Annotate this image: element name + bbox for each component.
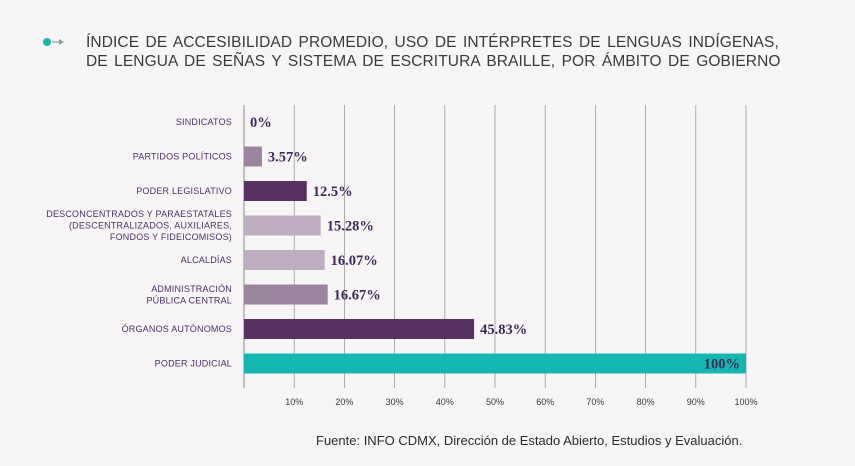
bar — [244, 353, 746, 374]
category-label: FONDOS Y FIDEICOMISOS) — [110, 232, 232, 242]
category-label: ÓRGANOS AUTÓNOMOS — [122, 324, 232, 334]
value-label: 15.28% — [327, 219, 374, 235]
bar — [244, 319, 475, 339]
value-labels: 0% 3.57% 12.5% 15.28% 16.07% 16.67% 45.83% 100% — [250, 115, 740, 373]
category-label: DESCONCENTRADOS Y PARAESTATALES — [46, 209, 232, 219]
x-tick-label: 80% — [637, 397, 655, 407]
x-axis-ticks: 10% 20% 30% 40% 50% 60% 70% 80% 90% 100% — [285, 397, 757, 407]
x-tick-label: 40% — [436, 397, 454, 407]
category-label: SINDICATOS — [176, 117, 232, 127]
bar — [244, 215, 321, 236]
x-tick-label: 60% — [536, 397, 554, 407]
category-label: PÚBLICA CENTRAL — [146, 295, 232, 305]
category-label: PODER LEGISLATIVO — [136, 186, 232, 196]
x-tick-label: 30% — [386, 397, 404, 407]
bar — [244, 250, 325, 270]
bar — [244, 146, 262, 167]
x-tick-label: 10% — [285, 397, 303, 407]
bullet-arrow-icon — [43, 38, 64, 46]
value-label: 12.5% — [313, 184, 353, 200]
source-note: Fuente: INFO CDMX, Dirección de Estado A… — [316, 433, 743, 448]
bars — [244, 146, 746, 374]
category-label: (DESCENTRALIZADOS, AUXILIARES, — [69, 221, 232, 231]
chart-title-line-2: DE LENGUA DE SEÑAS Y SISTEMA DE ESCRITUR… — [86, 53, 781, 70]
value-label: 3.57% — [268, 150, 308, 166]
value-label: 100% — [704, 357, 740, 373]
x-tick-label: 20% — [335, 397, 353, 407]
bar — [244, 284, 328, 305]
category-label: PODER JUDICIAL — [155, 359, 232, 369]
grid-lines — [243, 105, 747, 388]
bar — [244, 181, 307, 201]
x-tick-label: 100% — [734, 397, 757, 407]
x-tick-label: 90% — [687, 397, 705, 407]
value-label: 0% — [250, 115, 272, 131]
category-labels: SINDICATOS PARTIDOS POLÍTICOS PODER LEGISL… — [46, 117, 232, 369]
value-label: 45.83% — [480, 322, 527, 338]
value-label: 16.07% — [331, 253, 378, 269]
x-tick-label: 50% — [486, 397, 504, 407]
chart-title-line-1: ÍNDICE DE ACCESIBILIDAD PROMEDIO, USO DE… — [86, 34, 779, 51]
category-label: ADMINISTRACIÓN — [151, 284, 232, 294]
category-label: ALCALDÍAS — [181, 255, 232, 265]
value-label: 16.67% — [334, 288, 381, 304]
category-label: PARTIDOS POLÍTICOS — [133, 152, 232, 162]
x-tick-label: 70% — [586, 397, 604, 407]
